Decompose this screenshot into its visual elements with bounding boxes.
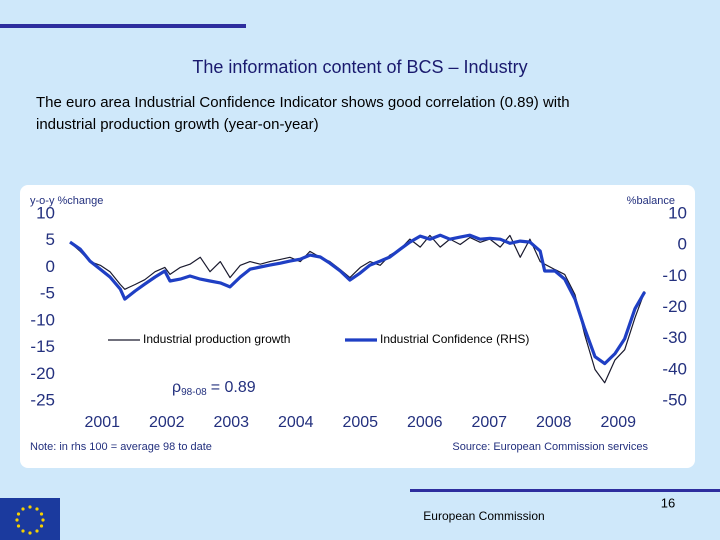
y-axis-label: y-o-y %change bbox=[30, 195, 103, 207]
annotation-subscript: 98-08 bbox=[181, 387, 207, 398]
y-tick-label: -20 bbox=[30, 364, 55, 383]
y-tick-label: -10 bbox=[30, 310, 55, 329]
x-tick-label: 2004 bbox=[278, 414, 314, 431]
y-tick-label: -5 bbox=[40, 284, 55, 303]
annotation-symbol: ρ bbox=[172, 379, 181, 396]
flag-stars bbox=[15, 505, 45, 535]
legend-label: Industrial production growth bbox=[143, 332, 290, 346]
legend-label: Industrial Confidence (RHS) bbox=[380, 332, 529, 346]
y2-tick-label: -30 bbox=[662, 328, 687, 347]
source: Source: European Commission services bbox=[452, 441, 648, 453]
top-bar bbox=[0, 24, 246, 28]
annotation: ρ98-08 = 0.89 bbox=[172, 379, 256, 397]
y2-tick-label: -50 bbox=[662, 390, 687, 409]
footer: European Commission bbox=[423, 509, 544, 523]
y2-tick-label: -20 bbox=[662, 297, 687, 316]
y-tick-label: 0 bbox=[46, 257, 55, 276]
y2-tick-label: 0 bbox=[678, 235, 687, 254]
x-tick-label: 2006 bbox=[407, 414, 443, 431]
x-tick-label: 2001 bbox=[84, 414, 120, 431]
y2-axis-label: %balance bbox=[627, 195, 675, 207]
eu-flag bbox=[0, 498, 60, 540]
y-tick-label: 5 bbox=[46, 230, 55, 249]
x-tick-label: 2009 bbox=[600, 414, 636, 431]
series-line bbox=[69, 234, 646, 384]
x-tick-label: 2007 bbox=[471, 414, 507, 431]
x-tick-label: 2008 bbox=[536, 414, 572, 431]
page-number: 16 bbox=[661, 495, 675, 510]
y-tick-label: 10 bbox=[36, 203, 55, 222]
y2-tick-label: 10 bbox=[668, 203, 687, 222]
y2-tick-label: -10 bbox=[662, 266, 687, 285]
x-tick-label: 2002 bbox=[149, 414, 185, 431]
y2-tick-label: -40 bbox=[662, 359, 687, 378]
x-tick-label: 2005 bbox=[342, 414, 378, 431]
x-tick-label: 2003 bbox=[213, 414, 249, 431]
subtitle: industrial production growth (year-on-ye… bbox=[36, 116, 319, 133]
chart-panel bbox=[20, 185, 695, 468]
subtitle: The euro area Industrial Confidence Indi… bbox=[36, 94, 570, 111]
series-line bbox=[69, 233, 647, 366]
footer-bar bbox=[410, 489, 720, 492]
annotation-text: = 0.89 bbox=[211, 379, 256, 396]
y-tick-label: -25 bbox=[30, 390, 55, 409]
title: The information content of BCS – Industr… bbox=[192, 57, 527, 77]
y-tick-label: -15 bbox=[30, 337, 55, 356]
note: Note: in rhs 100 = average 98 to date bbox=[30, 441, 212, 453]
